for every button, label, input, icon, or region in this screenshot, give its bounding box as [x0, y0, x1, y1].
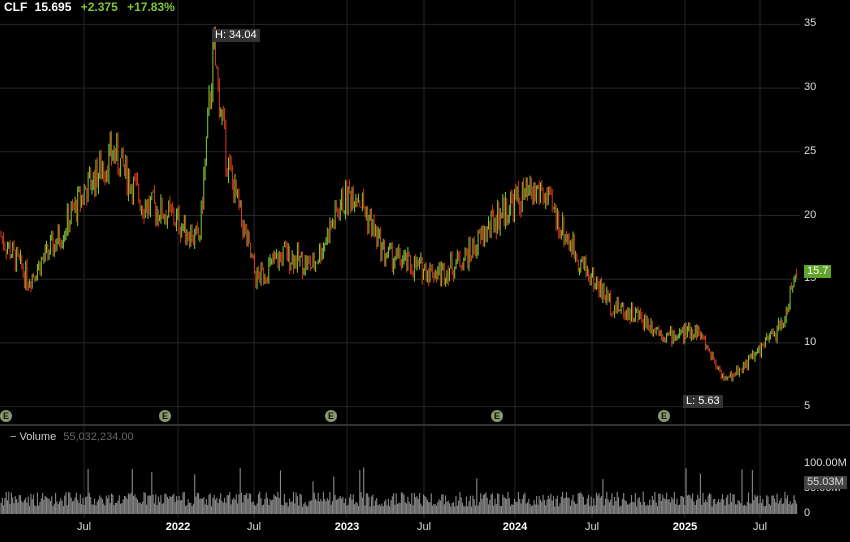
candlestick-series: [0, 26, 798, 382]
price-change-pct: +17.83%: [127, 0, 175, 14]
volume-header: − Volume 55,032,234.00: [10, 431, 134, 443]
volume-tick-label: 0: [804, 507, 811, 519]
last-price: 15.695: [34, 0, 72, 14]
y-tick-label: 30: [804, 81, 817, 94]
x-tick-label: Jul: [752, 521, 768, 533]
ticker-symbol: CLF: [4, 0, 28, 14]
x-tick-label: 2025: [672, 521, 698, 533]
x-tick-label: Jul: [416, 521, 432, 533]
volume-value: 55,032,234.00: [63, 431, 134, 443]
x-tick-label: 2024: [502, 521, 528, 533]
x-tick-label: Jul: [584, 521, 600, 533]
earnings-marker[interactable]: E: [491, 410, 503, 422]
earnings-marker[interactable]: E: [159, 410, 171, 422]
earnings-marker[interactable]: E: [0, 410, 12, 422]
ticker-header: CLF 15.695 +2.375 +17.83%: [4, 0, 175, 14]
x-tick-label: Jul: [246, 521, 262, 533]
low-label: L: 5.63: [683, 395, 723, 408]
volume-label: Volume: [19, 431, 57, 443]
price-change: +2.375: [80, 0, 118, 14]
volume-tick-label: 100.00M: [804, 457, 847, 469]
y-tick-label: 35: [804, 17, 817, 30]
earnings-marker[interactable]: E: [658, 410, 670, 422]
collapse-icon[interactable]: −: [10, 431, 17, 443]
last-volume-tag: 55.03M: [804, 476, 847, 489]
y-tick-label: 5: [804, 399, 811, 412]
y-tick-label: 10: [804, 335, 817, 348]
y-tick-label: 25: [804, 144, 817, 157]
earnings-marker[interactable]: E: [325, 410, 337, 422]
grid-lines: [0, 0, 800, 518]
x-tick-label: 2022: [165, 521, 191, 533]
y-tick-label: 20: [804, 208, 817, 221]
x-tick-label: 2023: [334, 521, 360, 533]
volume-series: [0, 467, 798, 514]
high-label: H: 34.04: [212, 29, 260, 42]
last-price-tag: 15.7: [804, 265, 832, 278]
x-tick-label: Jul: [76, 521, 92, 533]
